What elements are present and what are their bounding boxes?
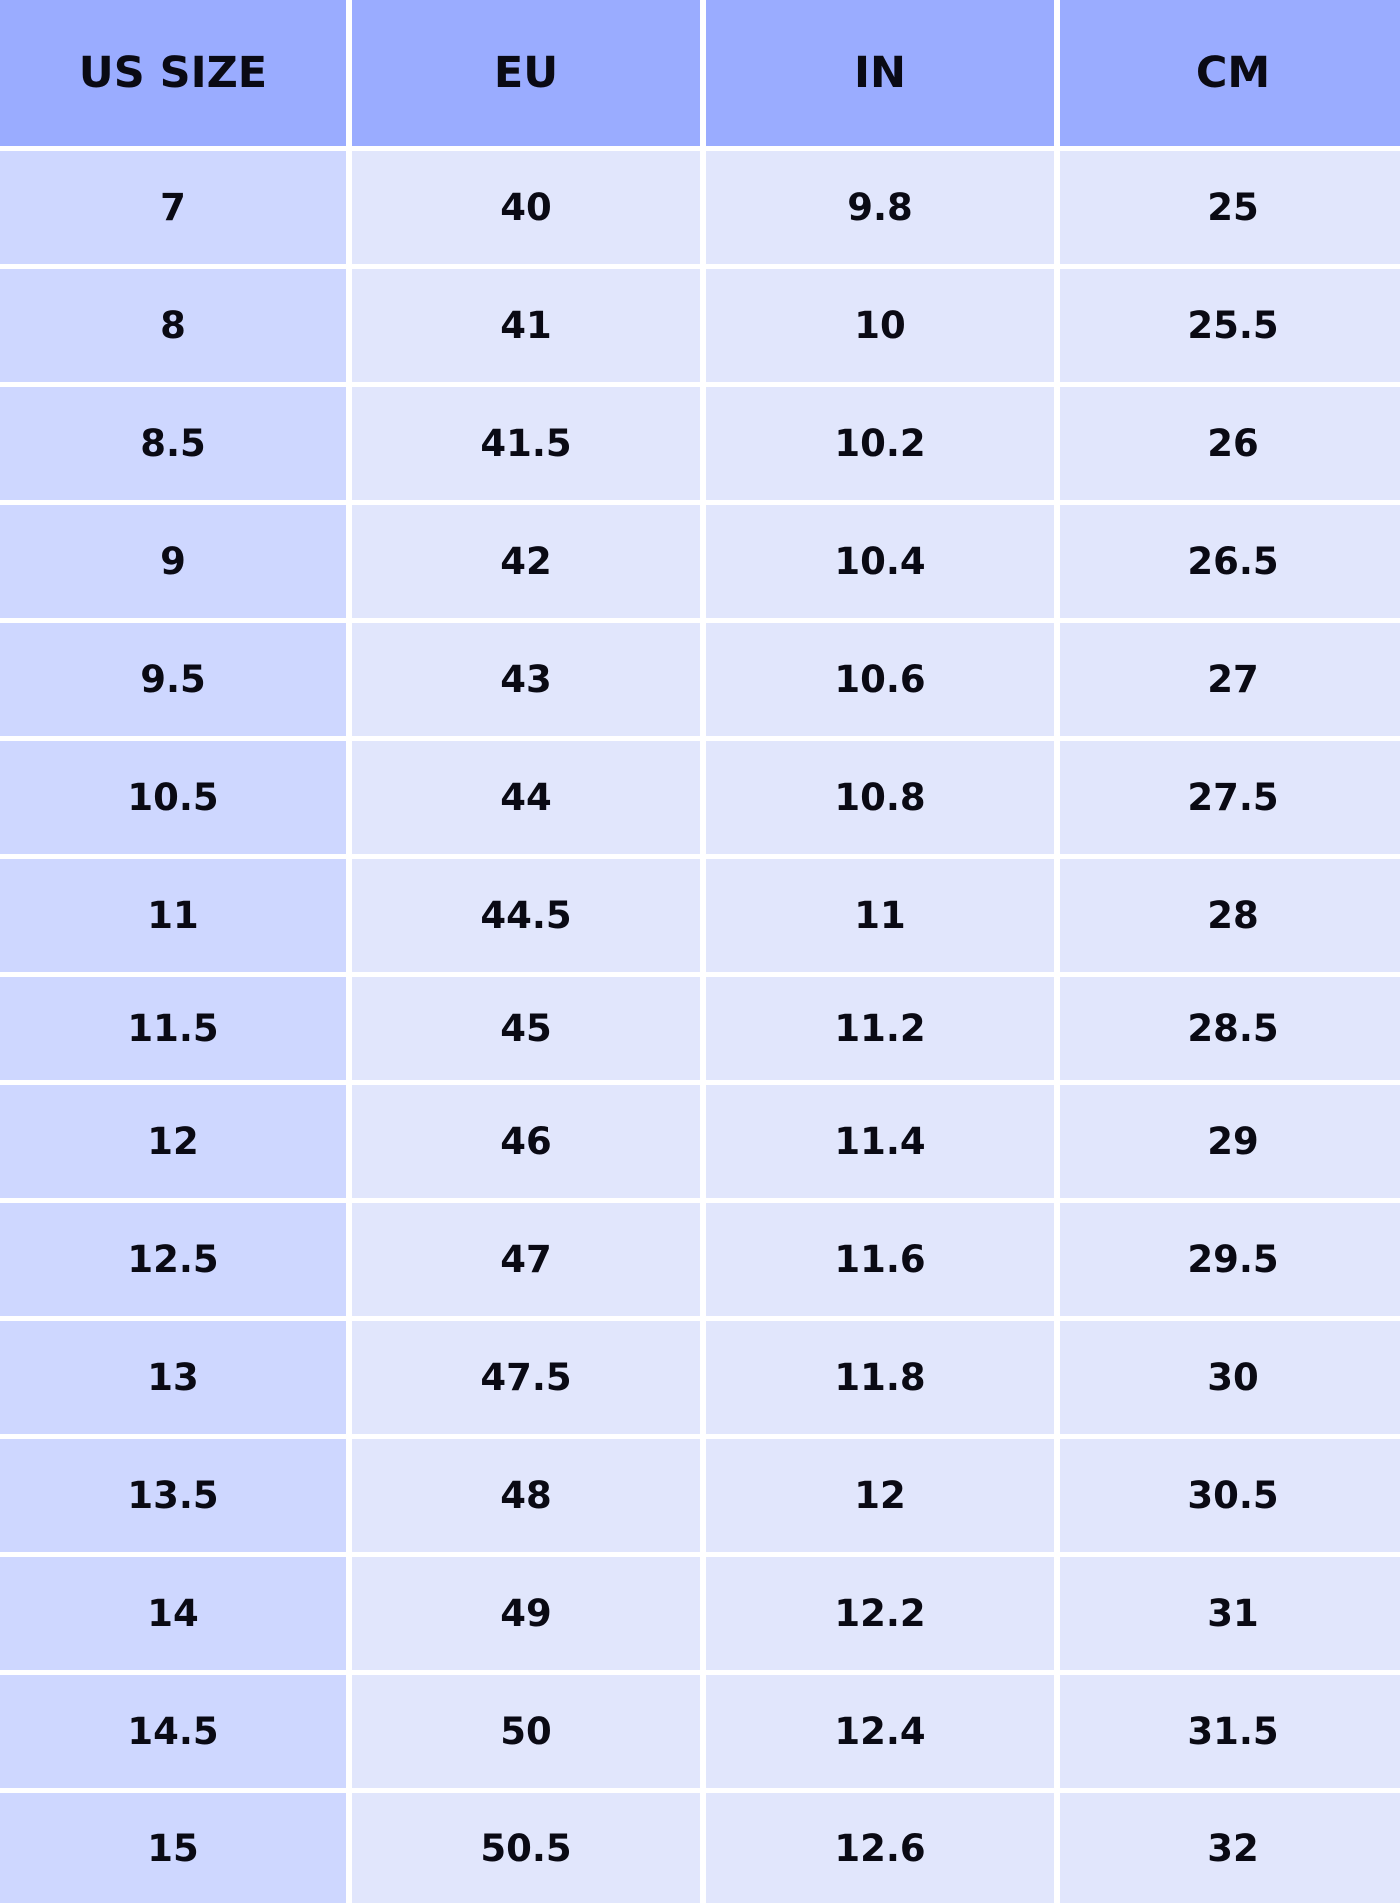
- cell-in: 11.6: [706, 1203, 1054, 1316]
- cell-cm: 27: [1060, 623, 1400, 736]
- cell-in: 11.4: [706, 1085, 1054, 1198]
- cell-cm: 28.5: [1060, 977, 1400, 1080]
- cell-eu: 41: [352, 269, 700, 382]
- header-in: IN: [706, 0, 1054, 146]
- cell-in: 11.8: [706, 1321, 1054, 1434]
- cell-us-size: 9: [0, 505, 346, 618]
- cell-cm: 25.5: [1060, 269, 1400, 382]
- header-eu: EU: [352, 0, 700, 146]
- cell-eu: 45: [352, 977, 700, 1080]
- cell-eu: 44.5: [352, 859, 700, 972]
- cell-us-size: 11: [0, 859, 346, 972]
- cell-cm: 30.5: [1060, 1439, 1400, 1552]
- cell-cm: 26.5: [1060, 505, 1400, 618]
- cell-us-size: 10.5: [0, 741, 346, 854]
- cell-eu: 47: [352, 1203, 700, 1316]
- cell-in: 10.8: [706, 741, 1054, 854]
- cell-in: 10: [706, 269, 1054, 382]
- cell-in: 12.4: [706, 1675, 1054, 1788]
- cell-cm: 29: [1060, 1085, 1400, 1198]
- cell-us-size: 7: [0, 151, 346, 264]
- cell-in: 10.2: [706, 387, 1054, 500]
- cell-eu: 49: [352, 1557, 700, 1670]
- cell-cm: 32: [1060, 1793, 1400, 1903]
- cell-eu: 43: [352, 623, 700, 736]
- cell-us-size: 8.5: [0, 387, 346, 500]
- cell-in: 12.6: [706, 1793, 1054, 1903]
- cell-eu: 48: [352, 1439, 700, 1552]
- cell-eu: 40: [352, 151, 700, 264]
- cell-us-size: 13.5: [0, 1439, 346, 1552]
- cell-in: 12: [706, 1439, 1054, 1552]
- header-us-size: US SIZE: [0, 0, 346, 146]
- cell-eu: 44: [352, 741, 700, 854]
- cell-eu: 42: [352, 505, 700, 618]
- cell-in: 11: [706, 859, 1054, 972]
- cell-eu: 50.5: [352, 1793, 700, 1903]
- cell-us-size: 14: [0, 1557, 346, 1670]
- cell-cm: 31: [1060, 1557, 1400, 1670]
- cell-in: 9.8: [706, 151, 1054, 264]
- cell-eu: 41.5: [352, 387, 700, 500]
- cell-cm: 26: [1060, 387, 1400, 500]
- cell-in: 10.4: [706, 505, 1054, 618]
- cell-cm: 30: [1060, 1321, 1400, 1434]
- cell-eu: 46: [352, 1085, 700, 1198]
- cell-cm: 25: [1060, 151, 1400, 264]
- cell-cm: 31.5: [1060, 1675, 1400, 1788]
- cell-us-size: 8: [0, 269, 346, 382]
- cell-eu: 47.5: [352, 1321, 700, 1434]
- header-cm: CM: [1060, 0, 1400, 146]
- cell-cm: 28: [1060, 859, 1400, 972]
- cell-eu: 50: [352, 1675, 700, 1788]
- cell-us-size: 9.5: [0, 623, 346, 736]
- cell-us-size: 14.5: [0, 1675, 346, 1788]
- cell-us-size: 12.5: [0, 1203, 346, 1316]
- cell-in: 11.2: [706, 977, 1054, 1080]
- cell-in: 10.6: [706, 623, 1054, 736]
- cell-us-size: 12: [0, 1085, 346, 1198]
- cell-cm: 27.5: [1060, 741, 1400, 854]
- cell-us-size: 13: [0, 1321, 346, 1434]
- cell-us-size: 11.5: [0, 977, 346, 1080]
- cell-us-size: 15: [0, 1793, 346, 1903]
- cell-cm: 29.5: [1060, 1203, 1400, 1316]
- cell-in: 12.2: [706, 1557, 1054, 1670]
